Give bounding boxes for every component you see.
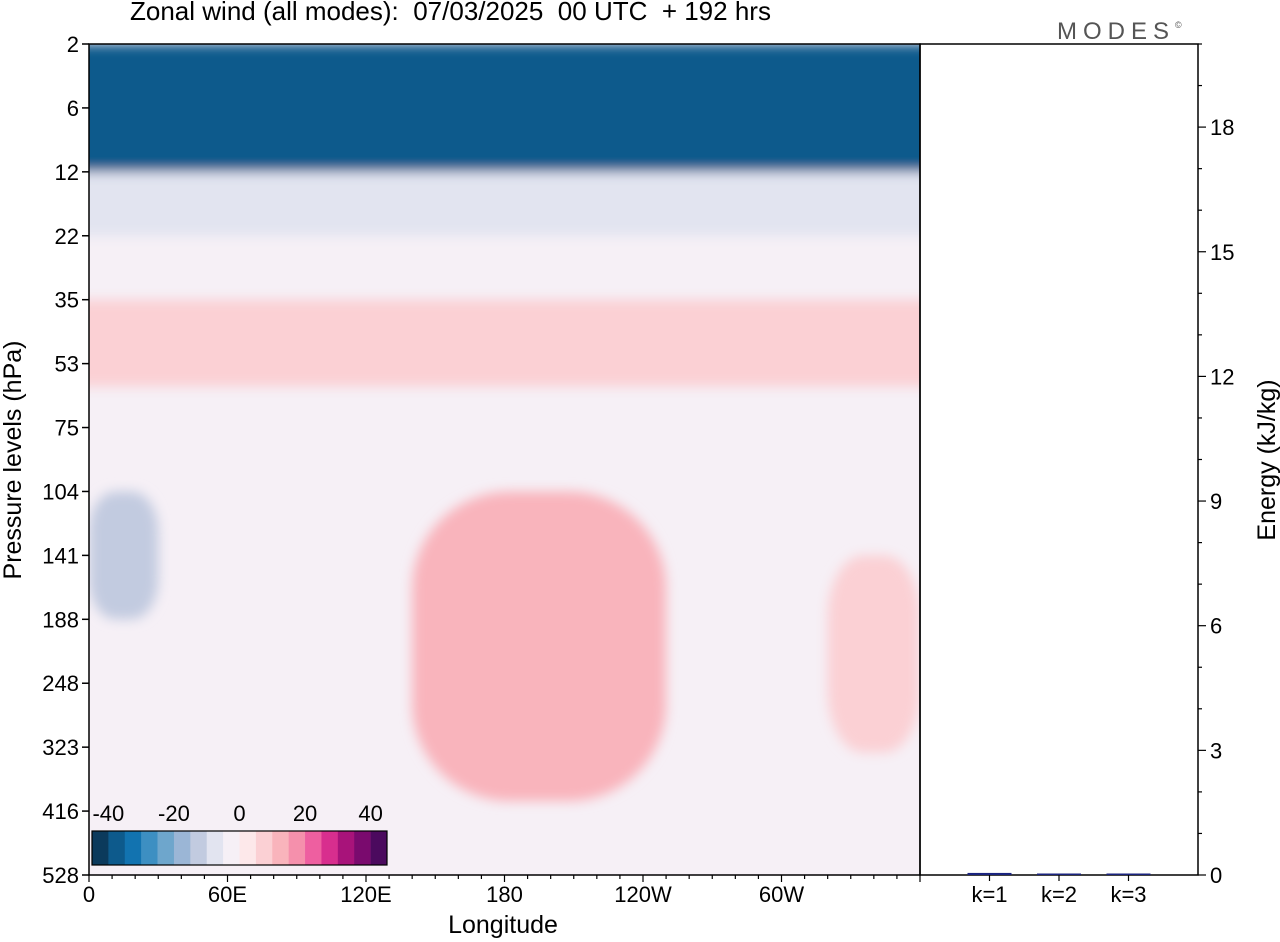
colorbar-swatch — [190, 831, 208, 865]
x-tick-label: 180 — [486, 882, 523, 907]
colorbar-swatch — [337, 831, 355, 865]
colorbar-swatch — [124, 831, 142, 865]
y-tick-label: 141 — [42, 543, 79, 568]
colorbar-swatch — [305, 831, 322, 865]
x-tick-label: 120E — [340, 882, 391, 907]
copyright-mark: © — [1175, 20, 1182, 30]
colorbar-swatch — [370, 831, 388, 865]
energy-bar — [1037, 873, 1081, 875]
energy-bars: k=1 k=2 k=3 — [967, 872, 1151, 907]
colorbar-label: 40 — [358, 801, 382, 826]
energy-axis-label: Energy (kJ/kg) — [1253, 379, 1280, 540]
y-tick-label: 2 — [67, 32, 79, 57]
logo-text: MODES — [1057, 18, 1176, 45]
y-tick-label: 416 — [42, 799, 79, 824]
field-region — [827, 555, 920, 753]
heatmap-area — [89, 44, 920, 875]
energy-x-label: k=2 — [1041, 882, 1077, 907]
colorbar-swatch — [272, 831, 289, 865]
colorbar-label: -40 — [92, 801, 124, 826]
colorbar-swatch — [173, 831, 191, 865]
y-tick-label: 75 — [55, 416, 79, 441]
x-axis-label: Longitude — [448, 911, 558, 939]
y-tick-label: 22 — [55, 224, 79, 249]
y-tick-label: 104 — [42, 479, 79, 504]
energy-tick-label: 9 — [1210, 489, 1222, 514]
energy-x-label: k=3 — [1110, 882, 1146, 907]
y-tick-label: 248 — [42, 671, 79, 696]
colorbar-swatch — [321, 831, 339, 865]
colorbar-label: 0 — [233, 801, 245, 826]
field-region — [412, 491, 667, 802]
colorbar: -40 -20 0 20 40 — [91, 801, 388, 866]
colorbar-swatch — [288, 831, 306, 865]
field-region — [89, 299, 920, 387]
x-tick-label: 60E — [208, 882, 247, 907]
x-tick-label: 120W — [614, 882, 672, 907]
y-axis-label: Pressure levels (hPa) — [0, 341, 27, 580]
energy-bar — [1106, 873, 1151, 875]
y-tick-label: 323 — [42, 735, 79, 760]
y-tick-label: 35 — [55, 288, 79, 313]
colorbar-swatch — [108, 831, 126, 865]
field-region — [89, 491, 159, 620]
colorbar-frame — [91, 830, 388, 866]
energy-bar — [967, 872, 1012, 875]
colorbar-swatch — [92, 831, 109, 865]
energy-tick-label: 6 — [1210, 614, 1222, 639]
colorbar-swatch — [157, 831, 175, 865]
y-tick-label: 188 — [42, 607, 79, 632]
energy-tick-label: 0 — [1210, 863, 1222, 888]
energy-tick-label: 18 — [1210, 115, 1234, 140]
y-tick-label: 53 — [55, 352, 79, 377]
colorbar-swatch — [223, 831, 240, 865]
x-tick-label: 0 — [83, 882, 95, 907]
y-tick-label: 12 — [55, 160, 79, 185]
energy-panel-frame — [919, 43, 1199, 876]
y-tick-label: 528 — [42, 863, 79, 888]
chart-title: Zonal wind (all modes): 07/03/2025 00 UT… — [130, 0, 771, 26]
energy-tick-label: 3 — [1210, 738, 1222, 763]
colorbar-swatch — [354, 831, 371, 865]
y-tick-label: 6 — [67, 96, 79, 121]
colorbar-label: -20 — [158, 801, 190, 826]
energy-tick-label: 12 — [1210, 364, 1234, 389]
field-region — [89, 44, 920, 172]
heatmap-field — [89, 44, 920, 802]
colorbar-swatch — [239, 831, 257, 865]
field-region — [89, 171, 920, 236]
x-tick-label: 60W — [759, 882, 804, 907]
colorbar-label: 20 — [293, 801, 317, 826]
energy-x-label: k=1 — [971, 882, 1007, 907]
colorbar-swatch — [141, 831, 158, 865]
colorbar-swatch — [206, 831, 224, 865]
colorbar-swatch — [255, 831, 273, 865]
modes-logo: MODES© — [1057, 18, 1182, 46]
energy-tick-label: 15 — [1210, 240, 1234, 265]
energy-axes: 0 3 6 9 12 15 18 — [1198, 43, 1234, 888]
